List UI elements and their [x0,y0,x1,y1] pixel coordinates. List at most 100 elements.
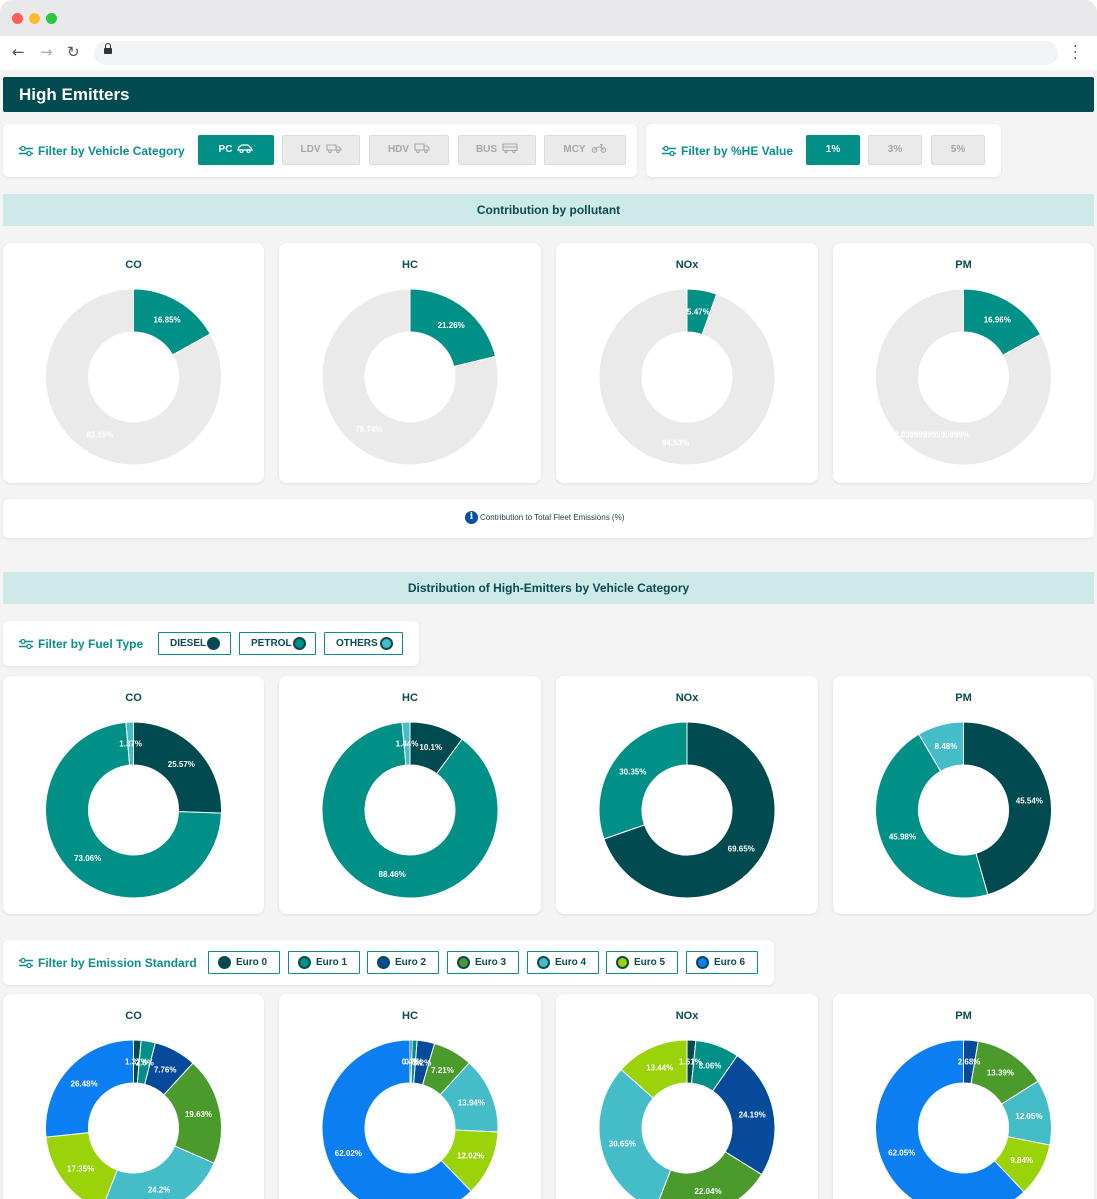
fuel-chart-pm: 45.54% 45.98% 8.48% PM [833,676,1094,914]
section-contribution-title: Contribution by pollutant [3,194,1094,226]
slice-data-label: 83.03999999999999% [889,430,970,439]
vehicle-mcy-label: MCY [563,144,586,155]
slice-data-label: 13.44% [646,1063,673,1072]
donut-chart: 69.65% 30.35% [598,721,776,899]
donut-slice[interactable] [598,721,688,840]
euro-0-toggle[interactable]: Euro 0 [208,951,280,974]
filter-sliders-icon [662,146,676,156]
vehicle-bus-button[interactable]: BUS [458,135,536,165]
chart-title: CO [125,1010,142,1022]
donut-slice[interactable] [875,288,1052,466]
donut-chart: 45.54% 45.98% 8.48% [875,721,1052,899]
browser-toolbar: ← → ↻ · · · [0,36,1097,70]
maximize-window-button[interactable] [46,13,57,24]
euro-1-toggle[interactable]: Euro 1 [288,951,360,974]
slice-data-label: 1.44% [396,740,419,749]
donut-slice[interactable] [598,1068,672,1199]
vehicle-mcy-button[interactable]: MCY [544,135,626,165]
slice-data-label: 83.15% [86,430,113,439]
slice-data-label: 8.06% [699,1062,722,1071]
donut-slice[interactable] [401,721,411,766]
donut-slice[interactable] [321,1039,472,1199]
fuel-chart-nox: 69.65% 30.35% NOx [556,676,818,914]
donut-slice[interactable] [918,721,964,772]
slice-data-label: 24.2% [148,1185,171,1194]
slice-data-label: 45.98% [889,832,916,841]
slice-data-label: 21.26% [438,321,465,330]
slice-data-label: 3.2% [413,1059,431,1068]
slice-data-label: 2.6% [136,1058,154,1067]
donut-slice[interactable] [133,721,222,814]
fuel-type-filter-text: Filter by Fuel Type [38,637,144,651]
donut-slice[interactable] [321,721,499,899]
slice-data-label: 10.1% [419,743,442,752]
slice-data-label: 17.35% [67,1164,94,1173]
donut-slice[interactable] [321,288,499,466]
address-bar[interactable] [94,41,1058,65]
slice-data-label: 1.61% [679,1058,702,1067]
filter-sliders-icon [19,639,33,649]
euro-6-label: Euro 6 [714,957,746,968]
chart-title: NOx [675,692,699,704]
he-value-filter-panel: Filter by %HE Value 1% 3% 5% [646,124,1001,177]
browser-menu-icon[interactable]: · · · [1073,39,1078,67]
diesel-swatch-icon [207,637,220,650]
chart-title: CO [125,259,142,271]
euro-3-label: Euro 3 [475,957,507,968]
donut-slice[interactable] [598,288,776,466]
donut-slice[interactable] [875,733,989,899]
bus-icon [502,143,518,153]
euro-5-label: Euro 5 [634,957,666,968]
euro-5-swatch-icon [616,956,629,969]
euro-5-toggle[interactable]: Euro 5 [606,951,678,974]
minimize-window-button[interactable] [29,13,40,24]
back-arrow-icon[interactable]: ← [12,43,25,61]
he-1-button[interactable]: 1% [806,135,860,165]
donut-slice[interactable] [711,1055,776,1176]
info-icon[interactable]: i [465,511,478,524]
vehicle-hdv-button[interactable]: HDV [369,135,449,165]
euro-2-toggle[interactable]: Euro 2 [367,951,439,974]
vehicle-pc-button[interactable]: PC [198,135,274,165]
vehicle-category-filter-text: Filter by Vehicle Category [38,144,185,158]
euro-4-toggle[interactable]: Euro 4 [527,951,599,974]
slice-data-label: 13.39% [987,1069,1014,1078]
donut-slice[interactable] [45,1039,134,1138]
vehicle-ldv-button[interactable]: LDV [282,135,360,165]
euro-2-swatch-icon [377,956,390,969]
donut-slice[interactable] [603,721,776,899]
donut-slice[interactable] [875,1039,1025,1199]
chart-title: PM [955,692,972,704]
donut-slice[interactable] [45,288,222,466]
donut-chart: 1.61%8.06% 24.19% 22.04% 30.65% 13.44% [598,1039,776,1199]
he-3-button[interactable]: 3% [868,135,922,165]
slice-data-label: 1.37% [119,740,142,749]
close-window-button[interactable] [12,13,23,24]
donut-slice[interactable] [963,721,1052,896]
donut-chart: 1.37%2.6%7.76% 19.63% 24.2% 17.35% 26.48% [45,1039,222,1199]
info-bar: i Contribution to Total Fleet Emissions … [3,499,1094,538]
donut-slice[interactable] [620,1039,688,1099]
donut-slice[interactable] [102,1145,215,1199]
fuel-others-toggle[interactable]: OTHERS [324,632,403,655]
slice-data-label: 16.96% [984,316,1011,325]
info-text: Contribution to Total Fleet Emissions (%… [480,513,625,522]
donut-slice[interactable] [45,721,222,899]
fuel-petrol-toggle[interactable]: PETROL [239,632,316,655]
donut-chart: 16.85% 83.15% [45,288,222,466]
slice-data-label: 2.68% [958,1058,981,1067]
donut-slice[interactable] [125,721,134,766]
donut-slice[interactable] [409,288,497,368]
slice-data-label: 5.47% [687,307,710,316]
he-5-button[interactable]: 5% [931,135,985,165]
euro-4-swatch-icon [537,956,550,969]
he-value-filter-label: Filter by %HE Value [662,144,793,158]
reload-icon[interactable]: ↻ [67,43,80,61]
donut-slice[interactable] [655,1151,763,1199]
vehicle-category-filter-panel: Filter by Vehicle Category PC LDV HDV BU… [3,124,637,177]
euro-6-toggle[interactable]: Euro 6 [686,951,758,974]
fuel-diesel-toggle[interactable]: DIESEL [158,632,231,655]
petrol-swatch-icon [293,637,306,650]
euro-3-toggle[interactable]: Euro 3 [447,951,519,974]
forward-arrow-icon[interactable]: → [40,43,53,61]
